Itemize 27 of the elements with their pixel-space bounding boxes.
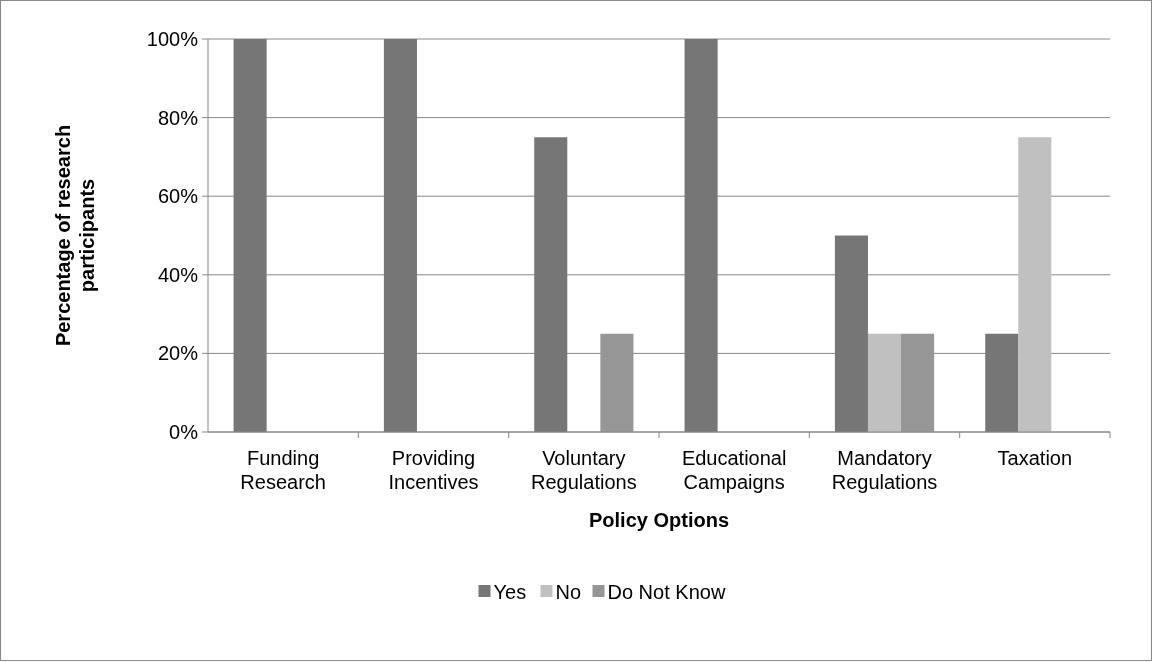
x-tick-label: Mandatory Regulations — [831, 447, 938, 493]
bar — [867, 333, 902, 432]
y-tick-label: 40% — [157, 263, 199, 286]
bar — [834, 235, 868, 432]
y-tick-label: 100% — [146, 28, 199, 50]
x-axis-title: Policy Options — [588, 509, 730, 531]
legend-label: Yes — [493, 581, 527, 603]
y-tick-label: 60% — [157, 185, 199, 208]
bar — [600, 333, 634, 432]
x-tick-label: Educational Campaigns — [681, 447, 787, 493]
legend-label: No — [555, 581, 582, 603]
y-tick-label: 20% — [157, 342, 199, 365]
y-tick-label: 80% — [157, 106, 199, 129]
x-tick-label: Taxation — [997, 447, 1073, 469]
bar — [901, 333, 935, 432]
y-axis-title: Percentage of research participants — [52, 124, 98, 347]
y-tick-label: 0% — [169, 421, 199, 443]
legend-label: Do Not Know — [607, 581, 726, 603]
x-tick-label: Funding Research — [240, 447, 326, 493]
x-tick-label: Voluntary Regulations — [531, 447, 637, 493]
bar — [985, 333, 1019, 432]
bar — [1018, 137, 1052, 432]
bar — [233, 39, 267, 432]
bar — [684, 39, 718, 432]
x-tick-label: Providing Incentives — [388, 447, 479, 493]
bar — [534, 137, 568, 432]
bar — [383, 39, 417, 432]
